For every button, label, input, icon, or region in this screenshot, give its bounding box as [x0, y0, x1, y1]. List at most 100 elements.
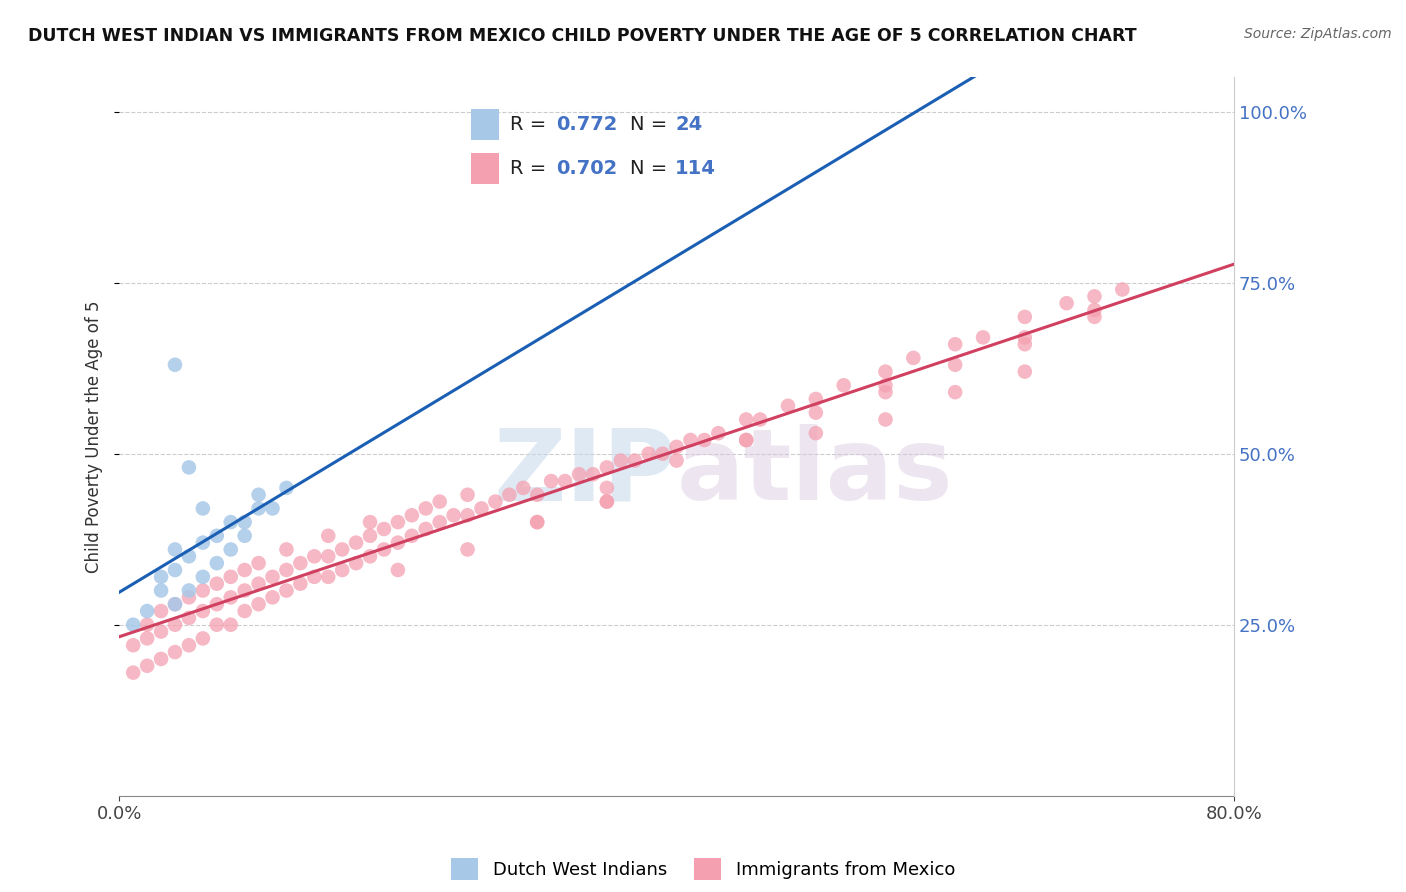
Point: [387, 563, 409, 577]
Point: [163, 645, 186, 659]
Point: [276, 563, 298, 577]
Point: [205, 617, 228, 632]
Point: [150, 652, 173, 666]
Point: [665, 440, 688, 454]
Point: [233, 604, 256, 618]
Point: [457, 542, 479, 557]
Point: [554, 474, 576, 488]
Point: [316, 529, 339, 543]
Point: [136, 617, 159, 632]
Point: [596, 494, 619, 508]
Point: [233, 515, 256, 529]
Point: [316, 549, 339, 564]
Point: [526, 488, 548, 502]
Point: [943, 337, 966, 351]
Point: [972, 330, 994, 344]
Point: [470, 501, 492, 516]
Point: [150, 583, 173, 598]
Point: [262, 501, 284, 516]
Point: [526, 515, 548, 529]
Point: [205, 597, 228, 611]
Point: [262, 591, 284, 605]
Point: [443, 508, 465, 523]
Point: [344, 535, 367, 549]
Point: [568, 467, 591, 482]
Point: [359, 529, 381, 543]
Y-axis label: Child Poverty Under the Age of 5: Child Poverty Under the Age of 5: [86, 301, 103, 573]
Point: [163, 617, 186, 632]
Point: [373, 542, 395, 557]
Point: [276, 583, 298, 598]
Point: [219, 617, 242, 632]
Point: [247, 488, 270, 502]
Point: [191, 570, 214, 584]
Point: [163, 597, 186, 611]
Point: [219, 515, 242, 529]
Point: [247, 597, 270, 611]
Point: [122, 665, 145, 680]
Point: [219, 591, 242, 605]
Point: [1083, 310, 1105, 324]
Point: [596, 494, 619, 508]
Point: [290, 576, 312, 591]
Point: [596, 460, 619, 475]
Point: [205, 556, 228, 570]
Point: [735, 412, 758, 426]
Point: [191, 583, 214, 598]
Point: [875, 365, 897, 379]
Point: [637, 447, 659, 461]
Point: [247, 576, 270, 591]
Point: [373, 522, 395, 536]
Point: [665, 453, 688, 467]
Point: [1056, 296, 1078, 310]
Point: [191, 604, 214, 618]
Point: [191, 632, 214, 646]
Point: [344, 556, 367, 570]
Point: [304, 549, 326, 564]
Text: ZIP: ZIP: [494, 424, 676, 521]
Point: [749, 412, 772, 426]
Point: [276, 542, 298, 557]
Legend: Dutch West Indians, Immigrants from Mexico: Dutch West Indians, Immigrants from Mexi…: [444, 851, 962, 888]
Point: [387, 535, 409, 549]
Point: [1014, 310, 1036, 324]
Point: [401, 529, 423, 543]
Point: [415, 501, 437, 516]
Point: [582, 467, 605, 482]
Point: [875, 378, 897, 392]
Text: DUTCH WEST INDIAN VS IMMIGRANTS FROM MEXICO CHILD POVERTY UNDER THE AGE OF 5 COR: DUTCH WEST INDIAN VS IMMIGRANTS FROM MEX…: [28, 27, 1136, 45]
Point: [330, 542, 353, 557]
Point: [693, 433, 716, 447]
Point: [205, 529, 228, 543]
Point: [177, 611, 200, 625]
Point: [150, 624, 173, 639]
Point: [735, 433, 758, 447]
Point: [276, 481, 298, 495]
Point: [943, 385, 966, 400]
Point: [429, 515, 451, 529]
Point: [903, 351, 925, 365]
Point: [1083, 289, 1105, 303]
Point: [776, 399, 799, 413]
Point: [804, 426, 827, 441]
Point: [163, 542, 186, 557]
Point: [832, 378, 855, 392]
Point: [177, 549, 200, 564]
Text: Source: ZipAtlas.com: Source: ZipAtlas.com: [1244, 27, 1392, 41]
Point: [191, 535, 214, 549]
Point: [1014, 337, 1036, 351]
Point: [1014, 330, 1036, 344]
Point: [150, 570, 173, 584]
Point: [875, 412, 897, 426]
Point: [177, 638, 200, 652]
Point: [526, 515, 548, 529]
Point: [163, 358, 186, 372]
Point: [177, 460, 200, 475]
Point: [540, 474, 562, 488]
Point: [804, 406, 827, 420]
Point: [596, 481, 619, 495]
Point: [804, 392, 827, 406]
Point: [457, 488, 479, 502]
Point: [610, 453, 633, 467]
Point: [150, 604, 173, 618]
